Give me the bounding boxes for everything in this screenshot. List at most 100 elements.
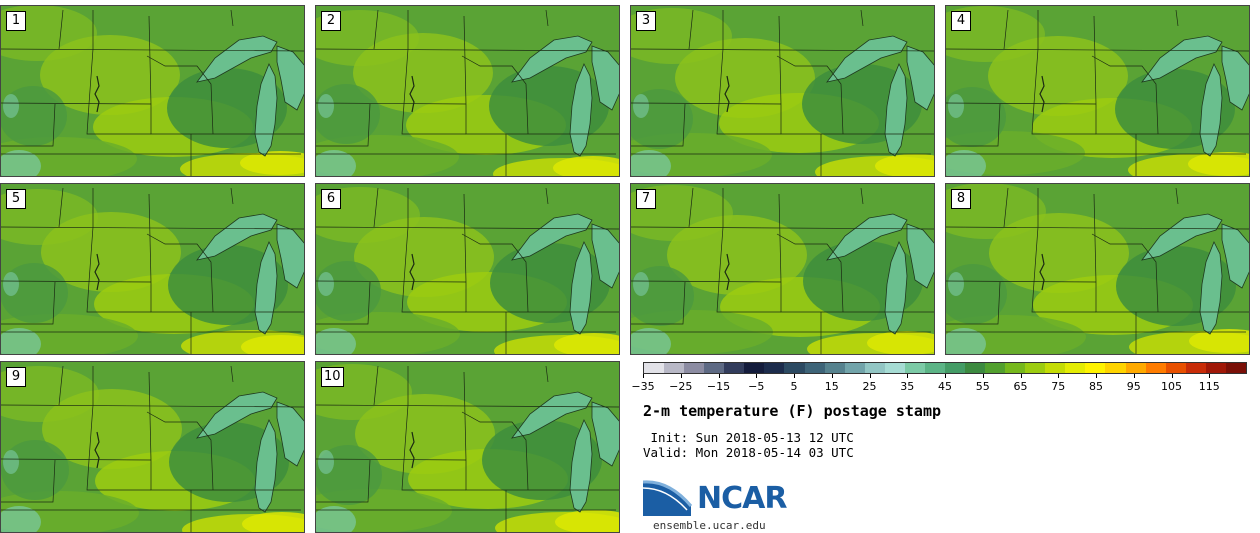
colorbar-swatch <box>704 363 725 373</box>
colorbar-swatch <box>904 363 925 373</box>
colorbar-tick <box>1020 374 1022 378</box>
colorbar-tick-label: 45 <box>938 380 952 393</box>
member-number: 3 <box>636 11 656 31</box>
colorbar-tick <box>945 374 946 378</box>
colorbar-tick-label: −25 <box>669 380 693 393</box>
colorbar-swatch <box>1205 363 1226 373</box>
colorbar-tick-label: −15 <box>706 380 731 393</box>
colorbar-tick <box>718 374 720 378</box>
colorbar-swatch <box>824 363 845 373</box>
colorbar-tick-label: 15 <box>824 380 839 393</box>
colorbar-swatch <box>1085 363 1106 373</box>
colorbar-swatch <box>924 363 945 373</box>
map-graphic <box>316 184 619 354</box>
colorbar-swatch <box>884 363 905 373</box>
colorbar-tick <box>1096 374 1097 378</box>
map-graphic <box>946 184 1249 354</box>
colorbar-swatch <box>784 363 805 373</box>
member-number: 5 <box>6 189 26 209</box>
colorbar-swatch <box>864 363 885 373</box>
colorbar-tick <box>794 374 795 378</box>
temperature-map <box>316 6 619 176</box>
map-graphic <box>1 6 304 176</box>
map-panel-9: 9 <box>0 361 305 533</box>
colorbar-tick-label: 115 <box>1198 380 1220 393</box>
colorbar-ticks: −35 −25 −15 −5 5 15 25 35 45 55 65 75 85 95 105 115 <box>631 374 1247 394</box>
map-graphic <box>316 6 619 176</box>
colorbar-swatch <box>744 363 765 373</box>
chart-title: 2-m temperature (F) postage stamp <box>643 402 942 420</box>
colorbar-tick <box>1058 374 1060 378</box>
colorbar-swatch <box>844 363 865 373</box>
colorbar-swatch <box>1125 363 1146 373</box>
colorbar-swatch <box>1145 363 1166 373</box>
temperature-map <box>631 6 934 176</box>
colorbar-tick-label: 95 <box>1126 380 1141 393</box>
site-url: ensemble.ucar.edu <box>653 519 766 532</box>
colorbar-swatch <box>1165 363 1186 373</box>
init-time: Init: Sun 2018-05-13 12 UTC <box>643 430 854 445</box>
colorbar-tick <box>831 374 833 378</box>
map-graphic <box>631 6 934 176</box>
colorbar-tick-label: 5 <box>790 380 798 393</box>
colorbar-swatch <box>1045 363 1066 373</box>
colorbar-swatch <box>1005 363 1026 373</box>
map-graphic <box>316 362 619 532</box>
colorbar-tick <box>1209 374 1211 378</box>
member-number: 4 <box>951 11 971 31</box>
temperature-colorbar <box>643 362 1247 374</box>
colorbar-swatch <box>764 363 785 373</box>
member-number: 8 <box>951 189 971 209</box>
colorbar-tick-label: −5 <box>748 380 765 393</box>
colorbar-swatch <box>1025 363 1046 373</box>
colorbar-tick <box>982 374 984 378</box>
map-graphic <box>631 184 934 354</box>
colorbar-tick-label: 25 <box>862 380 877 393</box>
colorbar-tick-label: −35 <box>631 380 655 393</box>
ncar-logo-icon <box>643 480 693 516</box>
member-number: 9 <box>6 367 26 387</box>
map-graphic <box>946 6 1249 176</box>
colorbar-swatch <box>1105 363 1126 373</box>
map-panel-5: 5 <box>0 183 305 355</box>
valid-time: Valid: Mon 2018-05-14 03 UTC <box>643 445 854 460</box>
map-panel-8: 8 <box>945 183 1250 355</box>
member-number: 10 <box>321 367 344 387</box>
colorbar-swatch <box>664 363 685 373</box>
map-panel-2: 2 <box>315 5 620 177</box>
colorbar-tick-label: 35 <box>900 380 915 393</box>
map-graphic <box>1 362 304 532</box>
map-panel-3: 3 <box>630 5 935 177</box>
colorbar-tick-label: 55 <box>975 380 990 393</box>
colorbar-swatch <box>944 363 965 373</box>
map-panel-4: 4 <box>945 5 1250 177</box>
colorbar-tick-label: 105 <box>1161 380 1182 393</box>
colorbar-tick <box>680 374 682 378</box>
member-number: 2 <box>321 11 341 31</box>
temperature-map <box>1 362 304 532</box>
colorbar-tick <box>643 374 644 378</box>
colorbar-swatch <box>804 363 825 373</box>
temperature-map <box>631 184 934 354</box>
map-panel-10: 10 <box>315 361 620 533</box>
temperature-map <box>316 184 619 354</box>
colorbar-tick <box>1171 374 1173 378</box>
colorbar-swatch <box>1065 363 1086 373</box>
temperature-map <box>946 184 1249 354</box>
member-number: 1 <box>6 11 26 31</box>
colorbar-swatch <box>1225 363 1246 373</box>
member-number: 7 <box>636 189 656 209</box>
colorbar-tick <box>1133 374 1135 378</box>
colorbar-swatch <box>985 363 1006 373</box>
map-panel-6: 6 <box>315 183 620 355</box>
colorbar-tick <box>756 374 758 378</box>
colorbar-tick <box>869 374 871 378</box>
colorbar-swatch <box>965 363 986 373</box>
colorbar-swatch <box>644 363 665 373</box>
colorbar-swatch <box>724 363 745 373</box>
temperature-map <box>1 184 304 354</box>
map-graphic <box>1 184 304 354</box>
temperature-map <box>1 6 304 176</box>
map-panel-7: 7 <box>630 183 935 355</box>
colorbar-swatch <box>684 363 705 373</box>
